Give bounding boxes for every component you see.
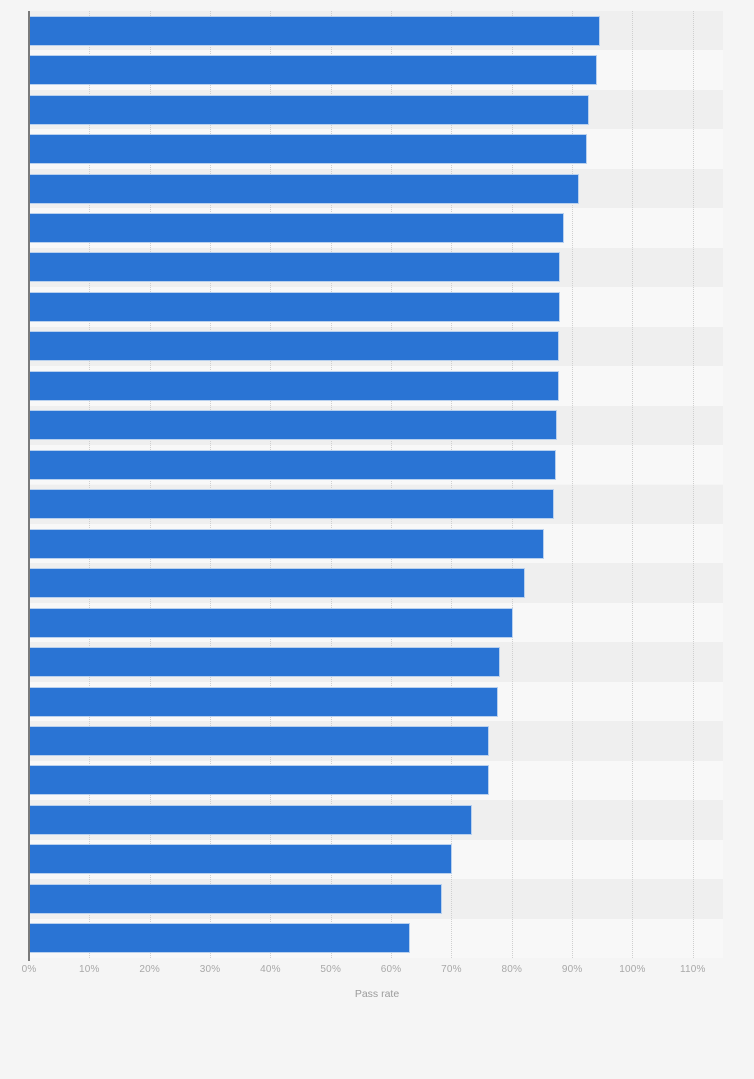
x-tick-label: 0% xyxy=(21,964,37,975)
bar[interactable] xyxy=(29,490,553,519)
gridline xyxy=(692,11,695,958)
gridline xyxy=(632,11,634,958)
gridline xyxy=(511,11,514,958)
bar[interactable] xyxy=(29,253,560,282)
x-tick-label: 80% xyxy=(501,964,523,975)
bar[interactable] xyxy=(29,805,472,834)
bar[interactable] xyxy=(29,608,513,637)
bar[interactable] xyxy=(29,371,558,400)
bar[interactable] xyxy=(29,95,588,124)
bar[interactable] xyxy=(29,884,441,913)
bar[interactable] xyxy=(29,726,489,755)
bar[interactable] xyxy=(29,766,488,795)
x-tick-label: 50% xyxy=(320,964,342,975)
bar[interactable] xyxy=(29,411,557,440)
bar[interactable] xyxy=(29,529,544,558)
bar[interactable] xyxy=(29,845,452,874)
gridline xyxy=(270,11,272,958)
bar[interactable] xyxy=(29,332,558,361)
x-tick-label: 60% xyxy=(380,964,402,975)
bar[interactable] xyxy=(29,174,578,203)
bar[interactable] xyxy=(29,135,586,164)
bar[interactable] xyxy=(29,56,596,85)
bar[interactable] xyxy=(29,569,524,598)
x-tick-label: 20% xyxy=(139,964,160,975)
x-tick-label: 100% xyxy=(619,964,646,975)
bar[interactable] xyxy=(29,450,555,479)
bar[interactable] xyxy=(29,924,410,953)
gridline xyxy=(149,11,152,958)
bar[interactable] xyxy=(29,648,500,677)
x-tick-label: 10% xyxy=(79,964,100,975)
y-axis-line xyxy=(28,11,30,961)
x-tick-label: 30% xyxy=(199,964,221,975)
gridline xyxy=(572,11,574,958)
footer-area xyxy=(0,1015,754,1079)
x-tick-label: 70% xyxy=(441,964,462,975)
x-axis-title: Pass rate xyxy=(354,988,400,1000)
bar[interactable] xyxy=(29,16,599,45)
gridline xyxy=(210,11,212,958)
x-tick-label: 90% xyxy=(561,964,583,975)
bar[interactable] xyxy=(29,687,498,716)
bar[interactable] xyxy=(29,292,560,321)
gridline xyxy=(451,11,453,958)
gridline xyxy=(89,11,91,958)
gridline xyxy=(330,11,333,958)
x-tick-label: 110% xyxy=(679,964,706,975)
gridline xyxy=(391,11,393,958)
plot-area xyxy=(29,11,723,958)
bar[interactable] xyxy=(29,214,564,243)
x-tick-label: 40% xyxy=(260,964,281,975)
